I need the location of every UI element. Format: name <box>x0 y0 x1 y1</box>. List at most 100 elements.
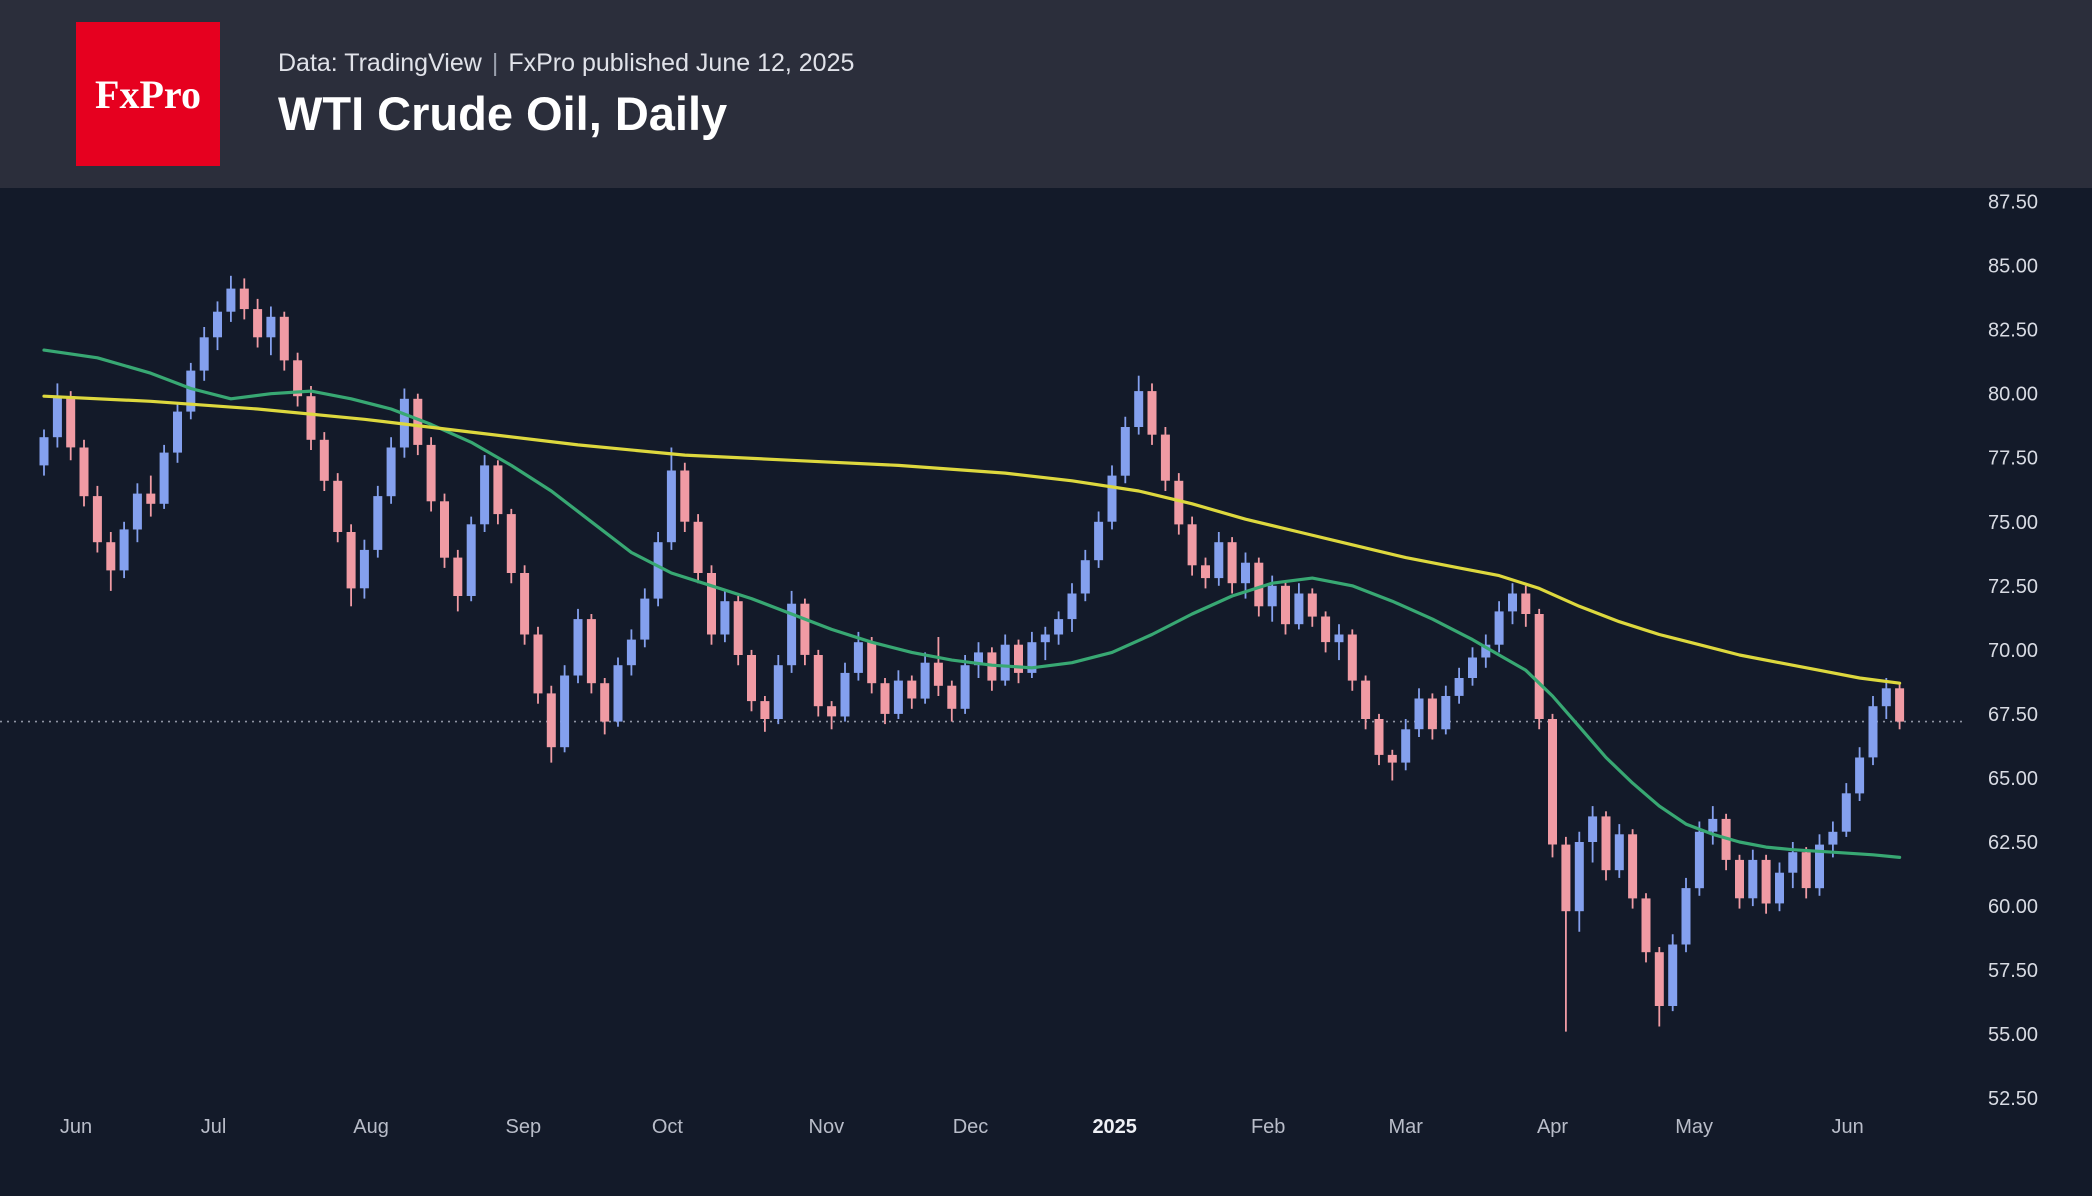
candle <box>1561 836 1571 1032</box>
candle <box>1694 821 1704 896</box>
price-axis-label: 77.50 <box>1988 448 2038 470</box>
time-axis-label: Mar <box>1388 1116 1423 1138</box>
candle <box>1668 934 1678 1012</box>
price-axis-label: 82.50 <box>1988 320 2038 342</box>
candle <box>1574 831 1584 932</box>
candle <box>506 508 516 584</box>
candle <box>1775 862 1784 912</box>
candle <box>787 590 797 673</box>
candle <box>146 475 156 517</box>
price-axis-label: 57.50 <box>1988 960 2038 982</box>
candle <box>1294 583 1304 630</box>
candle <box>1201 557 1210 589</box>
time-axis-label: Sep <box>506 1116 542 1138</box>
candle <box>213 301 222 351</box>
chart-subtitle: Data: TradingView | FxPro published June 1… <box>278 48 854 78</box>
time-axis-label: Jun <box>1831 1116 1863 1138</box>
price-axis-label: 62.50 <box>1988 832 2038 854</box>
candle <box>560 665 570 753</box>
candle <box>1387 749 1397 781</box>
candle <box>533 626 543 704</box>
price-axis-label: 60.00 <box>1988 896 2038 918</box>
candle <box>1641 893 1651 963</box>
candle <box>1761 854 1771 914</box>
price-chart: 87.50 85.00 82.50 80.00 77.50 75.00 72.50 70.00… <box>0 188 2092 1196</box>
candle <box>253 298 263 348</box>
price-axis-label: 75.00 <box>1988 512 2038 534</box>
candle <box>1494 601 1504 653</box>
candle <box>1321 611 1331 653</box>
candle <box>306 386 316 450</box>
time-axis-label: Nov <box>809 1116 845 1138</box>
candle <box>827 701 837 730</box>
candle <box>1628 829 1638 909</box>
published-label: FxPro published June 12, 2025 <box>508 49 855 78</box>
candle <box>640 588 650 648</box>
candle <box>119 521 129 579</box>
candle <box>1708 806 1718 845</box>
candle <box>1427 693 1437 740</box>
time-axis-label: Aug <box>353 1116 389 1138</box>
candle <box>1521 585 1531 627</box>
price-axis-label: 87.50 <box>1988 192 2038 214</box>
price-axis-label: 67.50 <box>1988 704 2038 726</box>
candle <box>1601 811 1611 881</box>
candle <box>493 460 503 525</box>
candle <box>666 447 676 550</box>
candle <box>867 637 877 694</box>
candle <box>1881 678 1891 719</box>
price-axis-label: 52.50 <box>1988 1088 2038 1110</box>
candle <box>1548 713 1557 858</box>
candle <box>1815 834 1824 896</box>
candle <box>613 657 623 727</box>
candle <box>1508 583 1517 625</box>
time-axis-label: 2025 <box>1092 1116 1137 1138</box>
candle <box>1187 516 1197 576</box>
candle <box>1281 580 1290 635</box>
candle <box>1214 532 1224 586</box>
candle <box>1160 427 1170 491</box>
candle <box>1748 849 1758 907</box>
candle <box>226 275 236 322</box>
price-axis-label: 80.00 <box>1988 384 2038 406</box>
time-axis-label: Jun <box>60 1116 92 1138</box>
price-axis-label: 85.00 <box>1988 256 2038 278</box>
candle <box>626 629 636 676</box>
candle <box>1054 611 1064 645</box>
candle <box>573 608 583 684</box>
candle <box>586 614 596 694</box>
candle <box>66 391 76 461</box>
candle <box>173 403 182 463</box>
chart-title: WTI Crude Oil, Daily <box>278 87 728 141</box>
candles-group <box>39 275 1905 1032</box>
candle <box>800 598 810 666</box>
candle <box>1841 783 1851 837</box>
candle <box>1735 854 1744 909</box>
candle <box>1481 634 1491 668</box>
candle <box>1040 626 1050 661</box>
candle <box>1721 813 1731 871</box>
candle <box>1227 537 1237 594</box>
candle <box>1014 639 1023 684</box>
candle <box>840 662 850 722</box>
candle <box>1454 667 1464 704</box>
candle <box>747 649 756 712</box>
candle <box>974 642 983 678</box>
header: FxPro Data: TradingView | FxPro published … <box>0 0 2092 188</box>
candle <box>239 278 249 320</box>
candle <box>426 437 436 512</box>
ma-green-line <box>42 348 1902 859</box>
candle <box>1120 416 1130 484</box>
candle <box>346 524 356 607</box>
candle <box>1027 631 1037 678</box>
fxpro-logo-text: FxPro <box>95 71 201 117</box>
candle <box>373 485 383 558</box>
time-axis-label: Feb <box>1251 1116 1285 1138</box>
time-axis-label: Jul <box>201 1116 227 1138</box>
candle <box>1468 647 1477 686</box>
candle <box>132 483 142 543</box>
candle <box>760 696 770 732</box>
candle <box>1401 719 1411 771</box>
candle <box>707 565 716 645</box>
